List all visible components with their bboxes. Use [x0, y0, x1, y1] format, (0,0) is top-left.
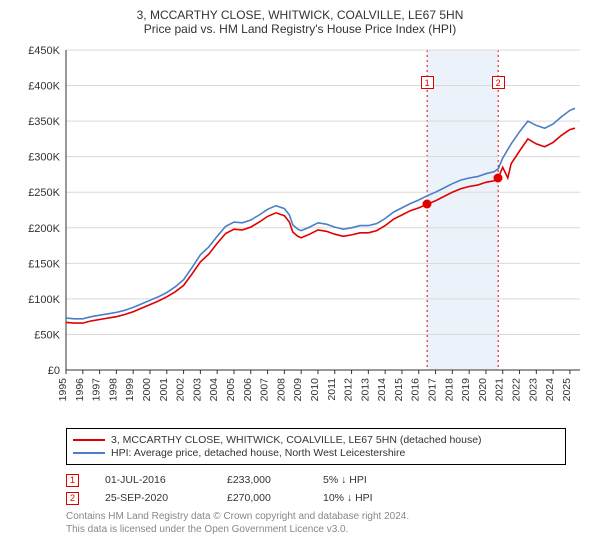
svg-text:2021: 2021	[494, 378, 506, 402]
svg-text:1999: 1999	[124, 378, 136, 402]
sale-1-price: £233,000	[227, 474, 297, 486]
svg-text:2004: 2004	[208, 378, 220, 402]
svg-text:2011: 2011	[326, 378, 338, 401]
footnote-line-1: Contains HM Land Registry data © Crown c…	[66, 511, 566, 524]
svg-text:£100K: £100K	[28, 294, 60, 306]
svg-text:2024: 2024	[544, 378, 556, 402]
sales-table: 1 01-JUL-2016 £233,000 5% ↓ HPI 2 25-SEP…	[66, 471, 566, 507]
sale-2-date: 25-SEP-2020	[105, 492, 201, 504]
sale-dot-2	[494, 174, 503, 183]
svg-text:2016: 2016	[410, 378, 422, 402]
svg-text:2003: 2003	[191, 378, 203, 402]
svg-text:2020: 2020	[477, 378, 489, 402]
svg-text:2023: 2023	[527, 378, 539, 402]
svg-text:2002: 2002	[175, 378, 187, 402]
svg-text:£200K: £200K	[28, 223, 60, 235]
legend-item-property: 3, MCCARTHY CLOSE, WHITWICK, COALVILLE, …	[73, 434, 559, 446]
svg-text:2015: 2015	[393, 378, 405, 402]
svg-text:2017: 2017	[427, 378, 439, 402]
svg-text:2005: 2005	[225, 378, 237, 402]
chart-plot-area: £0 £50K £100K £150K £200K £250K £300K £350K £400…	[14, 42, 586, 422]
svg-text:2022: 2022	[511, 378, 523, 402]
svg-text:£450K: £450K	[28, 45, 60, 57]
chart-container: 3, MCCARTHY CLOSE, WHITWICK, COALVILLE, …	[0, 0, 600, 560]
svg-text:1998: 1998	[107, 378, 119, 402]
svg-text:2012: 2012	[343, 378, 355, 402]
sale-2-price: £270,000	[227, 492, 297, 504]
svg-text:2018: 2018	[443, 378, 455, 402]
svg-text:2006: 2006	[242, 378, 254, 402]
sale-1-date: 01-JUL-2016	[105, 474, 201, 486]
sale-marker-1-icon: 1	[66, 474, 79, 487]
sale-marker-overlay-2: 2	[492, 76, 505, 89]
legend-label-hpi: HPI: Average price, detached house, Nort…	[111, 447, 405, 459]
svg-text:1997: 1997	[91, 378, 103, 402]
svg-text:2019: 2019	[460, 378, 472, 402]
svg-text:£250K: £250K	[28, 187, 60, 199]
sale-marker-2-icon: 2	[66, 492, 79, 505]
sale-2-note: 10% ↓ HPI	[323, 492, 373, 504]
svg-text:£50K: £50K	[34, 329, 60, 341]
svg-text:2000: 2000	[141, 378, 153, 402]
chart-subtitle: Price paid vs. HM Land Registry's House …	[14, 22, 586, 36]
svg-text:2009: 2009	[292, 378, 304, 402]
svg-text:£350K: £350K	[28, 116, 60, 128]
legend: 3, MCCARTHY CLOSE, WHITWICK, COALVILLE, …	[66, 428, 566, 465]
svg-text:2001: 2001	[158, 378, 170, 402]
svg-text:£0: £0	[48, 365, 60, 377]
sale-row-2: 2 25-SEP-2020 £270,000 10% ↓ HPI	[66, 489, 566, 507]
svg-text:1995: 1995	[57, 378, 69, 402]
svg-text:2025: 2025	[561, 378, 573, 402]
svg-text:2014: 2014	[376, 378, 388, 402]
footnote-line-2: This data is licensed under the Open Gov…	[66, 524, 566, 537]
svg-text:2013: 2013	[359, 378, 371, 402]
sale-dot-1	[423, 200, 432, 209]
chart-svg: £0 £50K £100K £150K £200K £250K £300K £350K £400…	[14, 42, 586, 422]
sale-1-note: 5% ↓ HPI	[323, 474, 367, 486]
svg-text:£300K: £300K	[28, 152, 60, 164]
footnote: Contains HM Land Registry data © Crown c…	[66, 511, 566, 536]
sale-row-1: 1 01-JUL-2016 £233,000 5% ↓ HPI	[66, 471, 566, 489]
legend-label-property: 3, MCCARTHY CLOSE, WHITWICK, COALVILLE, …	[111, 434, 482, 446]
chart-title: 3, MCCARTHY CLOSE, WHITWICK, COALVILLE, …	[14, 8, 586, 22]
legend-swatch-hpi	[73, 452, 105, 454]
svg-text:2008: 2008	[275, 378, 287, 402]
svg-text:1996: 1996	[74, 378, 86, 402]
svg-text:£400K: £400K	[28, 81, 60, 93]
legend-item-hpi: HPI: Average price, detached house, Nort…	[73, 447, 559, 459]
svg-text:2010: 2010	[309, 378, 321, 402]
svg-text:£150K: £150K	[28, 258, 60, 270]
sale-marker-overlay-1: 1	[421, 76, 434, 89]
legend-swatch-property	[73, 439, 105, 441]
svg-text:2007: 2007	[259, 378, 271, 402]
